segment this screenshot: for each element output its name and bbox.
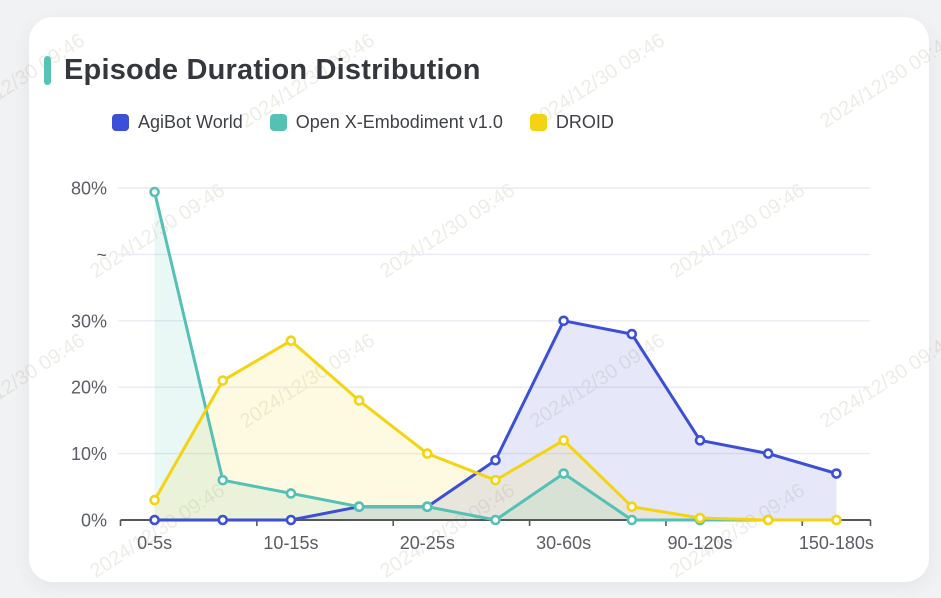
title-row: Episode Duration Distribution [44,54,481,87]
legend-label: AgiBot World [138,112,243,132]
droid-point-1[interactable] [217,375,229,386]
y-tick-label: ~ [96,245,107,265]
y-tick-label: 0% [81,511,107,531]
agibot-world-point-9[interactable] [762,448,774,459]
legend-swatch-agibot-world [112,114,129,131]
open-x-embodiment-v1-0-point-6[interactable] [558,468,569,479]
legend-label: Open X-Embodiment v1.0 [295,112,503,132]
series-area-open-x-embodiment-v1-0 [154,192,837,520]
agibot-world-point-1[interactable] [217,514,229,526]
agibot-world-point-0[interactable] [149,514,160,526]
y-tick-label: 30% [71,311,107,331]
droid-point-6[interactable] [558,435,569,446]
droid-point-4[interactable] [422,448,433,459]
x-tick-label: 10-15s [263,533,318,553]
open-x-embodiment-v1-0-point-4[interactable] [422,501,433,513]
title-accent-bar [44,56,51,85]
y-tick-label: 20% [71,378,107,398]
agibot-world-point-10[interactable] [831,468,842,479]
agibot-world-point-5[interactable] [490,454,501,466]
open-x-embodiment-v1-0-point-5[interactable] [490,514,501,526]
legend-swatch-open-x-embodiment-v1-0 [269,114,287,131]
series-area-droid [154,340,837,520]
droid-point-5[interactable] [490,474,501,486]
y-tick-label: 10% [71,444,107,464]
droid-point-9[interactable] [762,514,774,526]
open-x-embodiment-v1-0-point-0[interactable] [149,186,160,198]
legend-item-droid[interactable]: DROID [529,112,614,133]
droid-point-7[interactable] [626,501,638,513]
droid-point-3[interactable] [353,395,365,406]
legend-label: DROID [555,112,614,132]
droid-point-10[interactable] [831,514,842,526]
agibot-world-point-8[interactable] [694,435,706,446]
legend-item-open-x-embodiment-v1-0[interactable]: Open X-Embodiment v1.0 [269,112,503,133]
open-x-embodiment-v1-0-point-7[interactable] [626,514,638,526]
x-tick-label: 90-120s [667,533,732,553]
droid-point-2[interactable] [285,335,297,347]
agibot-world-point-7[interactable] [626,328,638,340]
open-x-embodiment-v1-0-point-1[interactable] [217,474,229,486]
legend-item-agibot-world[interactable]: AgiBot World [112,112,243,133]
page-title: Episode Duration Distribution [64,54,481,86]
legend-swatch-droid [529,114,547,131]
chart-legend: AgiBot World Open X-Embodiment v1.0 DROID [112,112,614,133]
droid-point-8[interactable] [694,512,706,524]
y-tick-label: 80% [71,179,107,199]
open-x-embodiment-v1-0-point-3[interactable] [353,501,365,513]
agibot-world-point-2[interactable] [285,514,297,526]
agibot-world-point-6[interactable] [558,315,569,327]
x-tick-label: 0-5s [137,533,172,553]
x-tick-label: 20-25s [400,533,455,553]
x-tick-label: 30-60s [536,533,591,553]
open-x-embodiment-v1-0-point-2[interactable] [285,488,297,499]
x-tick-label: 150-180s [799,533,874,553]
droid-point-0[interactable] [149,494,160,506]
series-area-agibot-world [154,320,837,520]
